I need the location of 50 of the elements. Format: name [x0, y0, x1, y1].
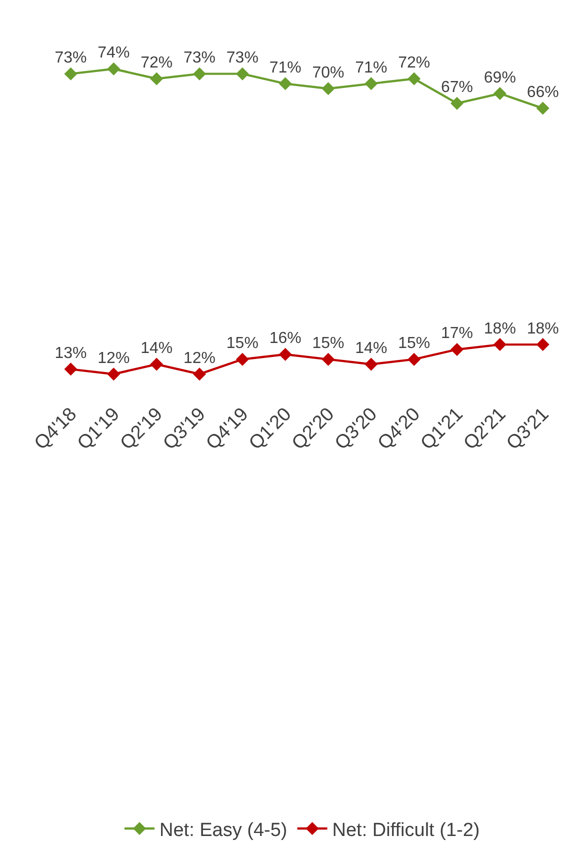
data-label: 15%	[226, 335, 258, 352]
data-label: 13%	[54, 344, 87, 362]
point	[493, 338, 506, 352]
data-label: 17%	[440, 325, 474, 342]
data-label: 71%	[269, 59, 302, 76]
point	[193, 368, 206, 381]
point	[322, 82, 335, 96]
point	[536, 338, 550, 352]
data-label: 14%	[355, 340, 388, 357]
data-label: 12%	[183, 350, 216, 367]
point	[408, 352, 421, 366]
data-label: 12%	[98, 350, 130, 367]
point	[408, 72, 421, 86]
data-label: 70%	[312, 64, 344, 82]
point	[107, 62, 120, 76]
point	[64, 362, 78, 376]
data-label: 73%	[183, 50, 216, 67]
point	[322, 352, 335, 366]
data-label: 18%	[526, 320, 559, 338]
point	[236, 352, 249, 366]
data-label: 71%	[355, 59, 388, 76]
data-label: 14%	[140, 340, 173, 357]
point	[193, 67, 206, 80]
legend-label: Net: Easy (4-5)	[160, 820, 288, 841]
legend-label: Net: Difficult (1-2)	[332, 820, 480, 841]
data-label: 18%	[484, 320, 516, 338]
point	[536, 102, 550, 115]
data-label: 74%	[98, 44, 130, 62]
point	[450, 96, 464, 110]
data-label: 72%	[140, 54, 173, 72]
point	[64, 67, 78, 80]
point	[278, 77, 292, 90]
data-label: 15%	[312, 335, 344, 352]
point	[493, 87, 506, 100]
data-label: 73%	[54, 50, 87, 67]
data-label: 73%	[226, 50, 258, 67]
point	[364, 358, 378, 371]
point	[364, 77, 378, 90]
point	[236, 67, 249, 80]
data-label: 66%	[526, 84, 559, 102]
point	[278, 348, 292, 361]
point	[150, 72, 164, 86]
point	[107, 368, 120, 381]
data-label: 67%	[440, 79, 474, 96]
point	[450, 342, 464, 356]
point	[150, 358, 164, 371]
data-label: 16%	[269, 330, 302, 348]
data-label: 15%	[398, 335, 430, 352]
data-label: 69%	[484, 69, 516, 86]
data-label: 72%	[398, 54, 430, 72]
